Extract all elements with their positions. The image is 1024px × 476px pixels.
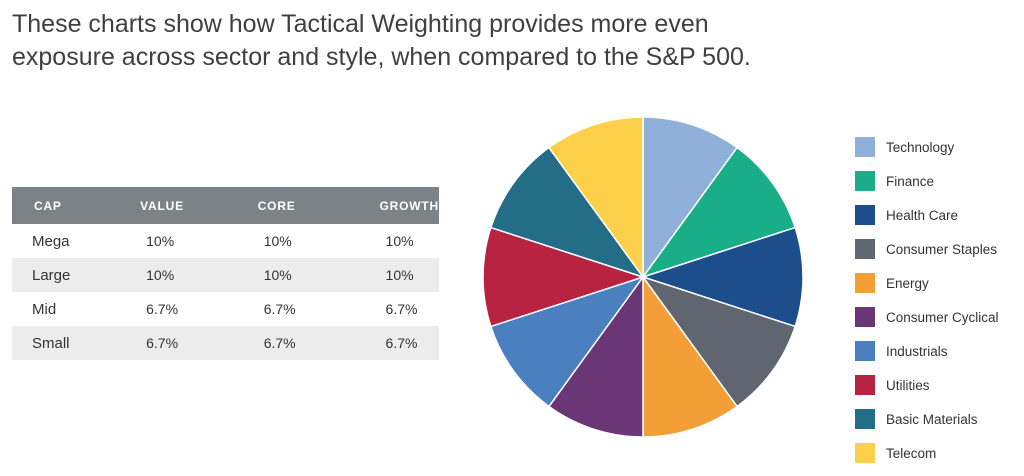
legend-label: Industrials bbox=[886, 343, 948, 359]
table-row: Large 10% 10% 10% bbox=[12, 258, 439, 292]
legend-swatch bbox=[855, 443, 875, 463]
cell-growth: 6.7% bbox=[359, 326, 439, 360]
row-label: Small bbox=[12, 326, 121, 360]
row-label: Mega bbox=[32, 232, 70, 250]
legend-label: Utilities bbox=[886, 377, 930, 393]
cell-growth: 10% bbox=[359, 258, 439, 292]
legend-swatch bbox=[855, 273, 875, 293]
legend-item: Consumer Cyclical bbox=[855, 300, 999, 334]
table-row: Small 6.7% 6.7% 6.7% bbox=[12, 326, 439, 360]
pie-slice-energy bbox=[642, 274, 739, 438]
pie-slice-health-care bbox=[640, 226, 804, 328]
legend-label: Consumer Staples bbox=[886, 241, 998, 257]
pie-slice-finance bbox=[641, 146, 797, 279]
pie-slice-utilities bbox=[482, 226, 646, 328]
pie-slice-basic-materials bbox=[489, 146, 645, 279]
legend-swatch bbox=[855, 409, 875, 429]
header-core: CORE bbox=[237, 187, 360, 224]
cell-growth: 10% bbox=[385, 233, 414, 249]
cell-core: 6.7% bbox=[263, 301, 296, 317]
legend-label: Telecom bbox=[886, 445, 937, 461]
legend-swatch bbox=[855, 375, 875, 395]
table-row: Mega 10% 10% 10% bbox=[12, 224, 439, 258]
row-label: Mid bbox=[32, 300, 57, 318]
legend-item: Industrials bbox=[855, 334, 999, 368]
page-heading: These charts show how Tactical Weighting… bbox=[12, 10, 751, 71]
legend-swatch bbox=[855, 307, 875, 327]
legend-label: Health Care bbox=[886, 207, 959, 223]
header-growth: GROWTH bbox=[359, 187, 439, 224]
legend-item: Health Care bbox=[855, 198, 999, 232]
cell-value: 6.7% bbox=[146, 301, 179, 317]
table-row: Mid 6.7% 6.7% 6.7% bbox=[12, 292, 439, 326]
legend-item: Consumer Staples bbox=[855, 232, 999, 266]
legend-item: Telecom bbox=[855, 436, 999, 470]
legend-label: Technology bbox=[886, 139, 955, 155]
legend-swatch bbox=[855, 341, 875, 361]
legend-item: Energy bbox=[855, 266, 999, 300]
table-header-row: CAP VALUE CORE GROWTH bbox=[12, 187, 439, 224]
pie-slice-consumer-staples bbox=[641, 275, 797, 408]
legend-swatch bbox=[855, 171, 875, 191]
cell-core: 10% bbox=[263, 233, 292, 249]
cell-value: 6.7% bbox=[120, 326, 238, 360]
header-cap: CAP bbox=[12, 187, 121, 224]
cell-value: 10% bbox=[120, 258, 238, 292]
sector-pie-chart bbox=[482, 116, 804, 438]
header-value: VALUE bbox=[120, 187, 238, 224]
legend-item: Basic Materials bbox=[855, 402, 999, 436]
legend-swatch bbox=[855, 137, 875, 157]
pie-slice-technology bbox=[642, 116, 739, 280]
legend-item: Technology bbox=[855, 130, 999, 164]
pie-slice-industrials bbox=[489, 275, 645, 408]
pie-slice-telecom bbox=[547, 116, 644, 280]
legend-swatch bbox=[855, 239, 875, 259]
cell-growth: 6.7% bbox=[385, 301, 418, 317]
pie-slice-consumer-cyclical bbox=[547, 274, 644, 438]
legend-label: Finance bbox=[886, 173, 935, 189]
legend-item: Finance bbox=[855, 164, 999, 198]
legend-swatch bbox=[855, 205, 875, 225]
cap-style-table: CAP VALUE CORE GROWTH Mega 10% 10% 10% L… bbox=[12, 187, 439, 360]
legend-label: Consumer Cyclical bbox=[886, 309, 999, 325]
legend-label: Energy bbox=[886, 275, 929, 291]
row-label: Large bbox=[12, 258, 121, 292]
sector-legend: Technology Finance Health Care Consumer Sta… bbox=[855, 130, 999, 470]
legend-label: Basic Materials bbox=[886, 411, 978, 427]
cell-core: 10% bbox=[237, 258, 360, 292]
cell-core: 6.7% bbox=[237, 326, 360, 360]
cell-value: 10% bbox=[146, 233, 175, 249]
legend-item: Utilities bbox=[855, 368, 999, 402]
